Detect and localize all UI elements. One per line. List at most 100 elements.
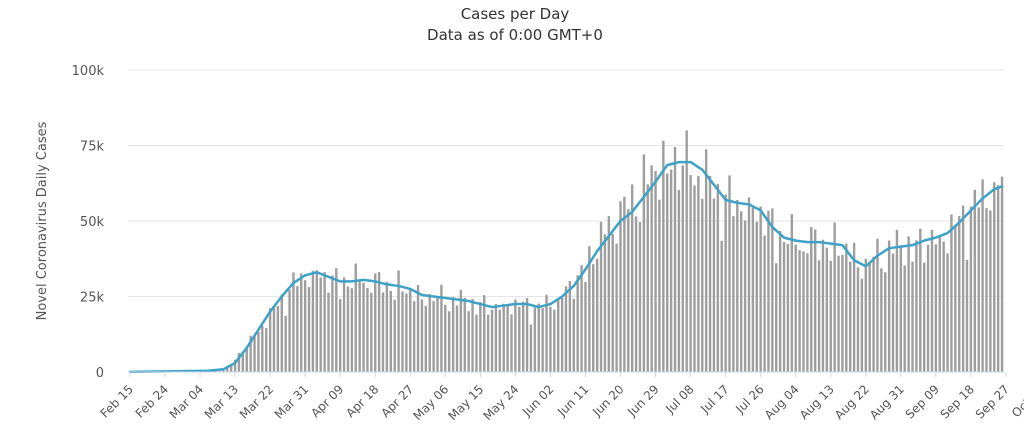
daily-case-bar xyxy=(389,291,392,372)
daily-case-bar xyxy=(584,281,587,372)
daily-case-bar xyxy=(841,254,844,372)
daily-case-bar xyxy=(958,215,961,372)
daily-case-bar xyxy=(498,309,502,372)
daily-case-bar xyxy=(237,352,241,372)
x-tick-label: Mar 22 xyxy=(237,382,276,421)
daily-case-bar xyxy=(444,304,447,372)
daily-case-bar xyxy=(693,185,696,372)
daily-case-bar xyxy=(315,270,319,372)
daily-case-bar xyxy=(736,199,739,372)
daily-case-bar xyxy=(619,201,622,372)
daily-case-bar xyxy=(666,173,669,372)
y-tick-label: 50k xyxy=(80,215,105,230)
daily-case-bar xyxy=(607,216,611,372)
x-tick-label: Jul 08 xyxy=(662,382,696,416)
daily-case-bar xyxy=(420,299,424,372)
chart-subtitle: Data as of 0:00 GMT+0 xyxy=(427,26,603,44)
y-tick-label: 100k xyxy=(72,64,105,79)
daily-case-bar xyxy=(358,279,361,372)
daily-case-bar xyxy=(362,282,365,372)
x-tick-label: Aug 04 xyxy=(762,382,802,422)
daily-case-bar xyxy=(463,297,466,372)
daily-case-bar xyxy=(919,228,922,372)
x-tick-label: Aug 31 xyxy=(867,382,907,422)
daily-case-bar xyxy=(284,315,287,372)
daily-case-bar xyxy=(229,365,233,372)
daily-case-bar xyxy=(549,306,552,372)
daily-case-bar xyxy=(245,346,248,372)
daily-case-bar xyxy=(697,176,700,372)
y-axis-ticks: 0 25k 50k 75k 100k xyxy=(72,64,105,381)
daily-case-bar xyxy=(572,298,575,372)
daily-case-bar xyxy=(689,175,692,372)
daily-case-bar xyxy=(813,229,817,372)
x-tick-label: May 06 xyxy=(410,382,451,423)
daily-case-bar xyxy=(393,299,396,372)
x-tick-label: Oct 06 xyxy=(1009,382,1024,420)
daily-case-bar xyxy=(654,171,657,372)
daily-case-bar xyxy=(907,236,910,372)
daily-case-bar xyxy=(938,237,941,372)
daily-case-bar xyxy=(712,198,716,372)
daily-case-bar xyxy=(876,238,879,372)
daily-case-bar xyxy=(708,175,712,372)
daily-case-bar xyxy=(775,263,778,372)
daily-case-bar xyxy=(428,294,431,372)
x-tick-label: Sep 18 xyxy=(938,382,977,421)
daily-case-bar xyxy=(553,309,556,372)
y-tick-label: 25k xyxy=(80,291,105,306)
daily-case-bar xyxy=(716,183,720,372)
daily-case-bar xyxy=(296,286,299,372)
daily-case-bar xyxy=(1000,176,1004,372)
daily-case-bar xyxy=(265,328,268,372)
daily-case-bar xyxy=(521,301,525,372)
daily-case-bar xyxy=(922,262,926,372)
daily-case-bar xyxy=(782,242,786,372)
daily-case-bar xyxy=(767,210,770,372)
daily-case-bar xyxy=(728,175,731,372)
daily-case-bar xyxy=(685,130,688,372)
x-tick-label: Mar 04 xyxy=(167,382,206,421)
daily-case-bar xyxy=(989,210,992,372)
daily-case-bar xyxy=(370,292,373,372)
daily-case-bar xyxy=(479,302,482,372)
daily-case-bar xyxy=(798,250,801,372)
daily-case-bar xyxy=(837,255,840,372)
daily-case-bar xyxy=(518,306,521,372)
daily-case-bar xyxy=(342,277,346,372)
x-tick-label: Jun 20 xyxy=(589,382,626,419)
daily-case-bar xyxy=(634,216,638,372)
daily-case-bar xyxy=(852,242,856,372)
daily-case-bar xyxy=(845,243,848,372)
daily-case-bar xyxy=(996,185,1000,372)
daily-case-bar xyxy=(950,214,953,372)
daily-case-bar xyxy=(576,275,579,372)
daily-case-bar xyxy=(288,290,291,372)
daily-case-bar xyxy=(311,270,315,372)
daily-case-bar xyxy=(887,240,891,372)
x-tick-label: Apr 18 xyxy=(343,382,381,420)
daily-case-bar xyxy=(580,265,583,372)
daily-case-bar xyxy=(771,208,774,372)
x-tick-label: Aug 22 xyxy=(832,382,872,422)
daily-case-bar xyxy=(366,288,369,372)
daily-case-bar xyxy=(300,273,303,372)
daily-case-bar xyxy=(993,182,996,372)
daily-case-bar xyxy=(467,311,470,372)
daily-case-bar xyxy=(786,244,790,372)
daily-case-bar xyxy=(926,244,930,372)
daily-case-bar xyxy=(502,303,505,372)
daily-case-bar xyxy=(704,149,708,372)
daily-case-bar xyxy=(249,335,252,372)
daily-case-bar xyxy=(860,278,864,372)
x-tick-label: Sep 27 xyxy=(973,382,1012,421)
daily-case-bar xyxy=(658,199,661,372)
daily-case-bar xyxy=(673,147,677,372)
daily-case-bar xyxy=(241,352,245,372)
daily-case-bar xyxy=(510,314,513,372)
daily-case-bar xyxy=(319,277,322,372)
daily-case-bar xyxy=(327,292,330,372)
daily-case-bar xyxy=(880,268,883,372)
